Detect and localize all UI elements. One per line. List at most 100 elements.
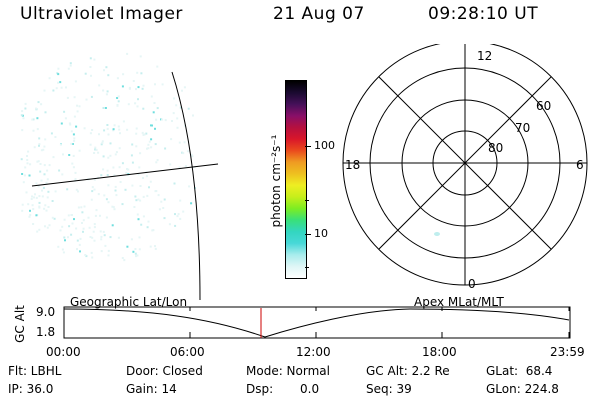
uv-speckle xyxy=(121,85,124,88)
uv-speckle xyxy=(84,254,87,256)
uv-speckle xyxy=(95,148,98,151)
uv-speckle xyxy=(99,214,101,217)
uv-speckle xyxy=(27,203,30,206)
uv-speckle xyxy=(106,169,109,172)
uv-speckle xyxy=(81,211,84,214)
uv-speckle xyxy=(60,122,63,125)
uv-speckle xyxy=(156,107,159,110)
uv-speckle xyxy=(106,174,109,176)
uv-speckle xyxy=(104,244,107,247)
uv-speckle xyxy=(98,84,101,87)
uv-speckle xyxy=(132,250,135,253)
uv-speckle xyxy=(76,239,79,242)
uv-speckle xyxy=(44,225,46,228)
uv-speckle xyxy=(100,238,103,241)
uv-speckle xyxy=(70,130,73,133)
uv-speckle xyxy=(112,206,115,209)
uv-speckle xyxy=(183,141,186,144)
uv-speckle xyxy=(36,160,39,163)
uv-speckle xyxy=(57,245,60,248)
uv-speckle xyxy=(131,143,134,146)
mlt-label-0: 0 xyxy=(468,277,476,291)
uv-speckle xyxy=(131,184,134,187)
uv-speckle xyxy=(113,208,116,211)
uv-speckle xyxy=(176,126,179,129)
time-tick-1200: 12:00 xyxy=(296,345,331,359)
uv-speckle xyxy=(65,86,67,89)
uv-speckle xyxy=(113,124,116,127)
lat-label-60: 60 xyxy=(536,99,551,113)
uv-speckle xyxy=(74,171,77,174)
uv-speckle xyxy=(85,255,88,258)
uv-speckle xyxy=(115,194,118,197)
uv-speckle xyxy=(46,178,49,181)
uv-speckle xyxy=(91,129,94,131)
time-tick-0600: 06:00 xyxy=(170,345,205,359)
uv-speckle xyxy=(57,73,60,76)
uv-speckle xyxy=(91,256,94,259)
uv-speckle xyxy=(32,223,35,225)
uv-speckle xyxy=(85,98,88,101)
uv-speckle xyxy=(90,95,93,98)
uv-speckle xyxy=(26,155,28,157)
uv-speckle xyxy=(29,209,31,212)
uv-speckle xyxy=(57,81,60,84)
uv-speckle xyxy=(77,190,79,193)
mode-status: Mode: Normal xyxy=(246,364,330,378)
uv-speckle xyxy=(81,222,83,224)
uv-speckle xyxy=(77,206,80,209)
uv-speckle xyxy=(100,250,103,253)
uv-speckle xyxy=(44,204,47,207)
uv-speckle xyxy=(93,226,96,229)
uv-speckle xyxy=(24,107,27,110)
uv-speckle xyxy=(55,87,58,90)
uv-speckle xyxy=(84,72,87,75)
uv-speckle xyxy=(123,259,126,262)
uv-speckle xyxy=(101,141,104,144)
uv-speckle xyxy=(106,90,109,93)
uv-speckle xyxy=(135,255,137,258)
uv-speckle xyxy=(179,199,182,202)
uv-speckle xyxy=(102,155,105,158)
uv-speckle xyxy=(157,194,160,197)
uv-speckle xyxy=(59,81,62,84)
uv-speckle xyxy=(73,115,76,118)
uv-speckle xyxy=(190,202,193,205)
uv-speckle xyxy=(137,218,140,221)
uv-speckle xyxy=(160,200,163,203)
time-tick-2359: 23:59 xyxy=(550,345,585,359)
uv-speckle xyxy=(38,143,41,146)
uv-speckle xyxy=(27,150,30,153)
gc-alt-status: GC Alt: 2.2 Re xyxy=(366,364,450,378)
uv-speckle xyxy=(161,118,164,121)
uv-speckle xyxy=(93,58,96,61)
uv-speckle xyxy=(63,110,66,113)
uv-speckle xyxy=(40,103,43,106)
uv-speckle xyxy=(137,98,139,101)
uv-speckle xyxy=(135,199,138,202)
uv-speckle xyxy=(91,236,94,239)
uv-speckle xyxy=(172,112,175,115)
uv-speckle xyxy=(135,88,137,91)
uv-speckle xyxy=(31,195,33,198)
uv-speckle xyxy=(46,169,49,172)
uv-speckle xyxy=(39,163,42,165)
uv-speckle xyxy=(156,159,159,162)
uv-speckle xyxy=(71,214,73,216)
uv-speckle xyxy=(107,249,110,252)
uv-speckle xyxy=(148,140,151,143)
uv-speckle xyxy=(117,100,120,103)
uv-speckle xyxy=(152,111,155,114)
uv-speckle xyxy=(42,148,45,151)
uv-speckle xyxy=(28,215,31,218)
uv-speckle xyxy=(90,198,93,201)
uv-speckle xyxy=(51,200,54,202)
uv-speckle xyxy=(139,152,142,155)
uv-speckle xyxy=(46,196,49,199)
uv-speckle xyxy=(70,142,73,145)
uv-speckle xyxy=(139,55,142,58)
uv-speckle xyxy=(134,195,137,198)
uv-speckle xyxy=(36,117,39,120)
uv-speckle xyxy=(131,161,134,164)
uv-speckle xyxy=(22,181,25,184)
